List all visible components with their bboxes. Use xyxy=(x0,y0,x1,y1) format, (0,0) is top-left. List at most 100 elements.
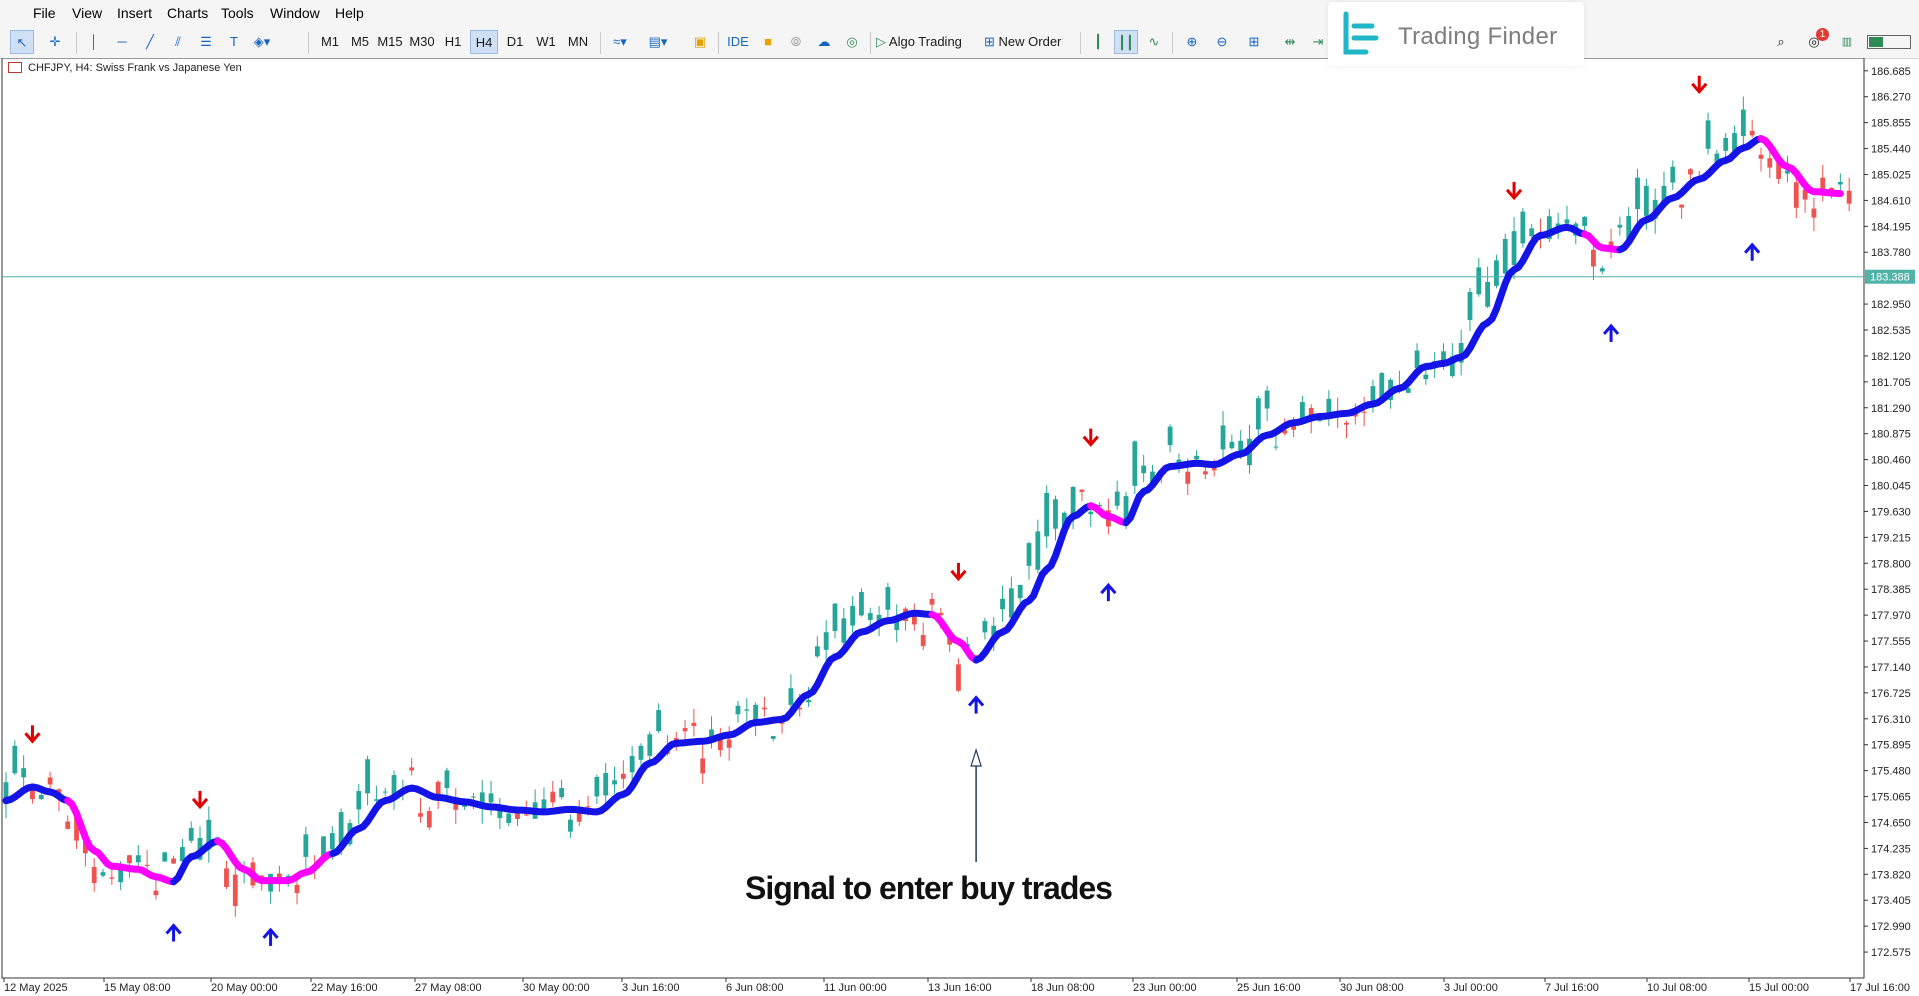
ide-button[interactable]: IDE xyxy=(727,34,749,49)
x-axis-label: 17 Jul 16:00 xyxy=(1850,982,1910,994)
candle-body xyxy=(744,709,750,711)
candle-body xyxy=(1485,281,1490,307)
buy-signal-arrow xyxy=(1100,582,1117,602)
price-chart[interactable]: 186.685 186.270 185.855 185.440 185.025 184.6… xyxy=(0,58,1919,996)
sell-signal-arrow xyxy=(1082,428,1099,447)
tf-m1[interactable]: M1 xyxy=(320,34,340,49)
candle-body xyxy=(541,799,547,811)
x-axis-label: 15 Jul 00:00 xyxy=(1749,982,1809,994)
line-chart-icon[interactable]: ∿ xyxy=(1148,34,1160,49)
candle-body xyxy=(1837,181,1843,185)
candle-body xyxy=(1511,231,1517,266)
y-axis-label: 186.685 xyxy=(1871,66,1911,78)
x-axis-label: 22 May 16:00 xyxy=(311,982,378,994)
candle-body xyxy=(1414,350,1420,369)
menu-tools[interactable]: Tools xyxy=(221,5,254,21)
channel-icon[interactable]: ⫽ xyxy=(175,34,181,49)
menu-file[interactable]: File xyxy=(33,5,56,21)
y-axis-label: 184.610 xyxy=(1871,195,1911,207)
signal-icon[interactable]: ⦾ xyxy=(790,34,802,49)
y-axis-label: 172.990 xyxy=(1871,921,1911,933)
lock-icon[interactable]: ■ xyxy=(764,34,772,49)
candle-body xyxy=(1449,356,1455,377)
trendline-icon[interactable]: ╱ xyxy=(146,34,154,49)
y-axis-label: 175.480 xyxy=(1871,766,1911,778)
tf-w1[interactable]: W1 xyxy=(536,34,556,49)
trend-line-down-segment xyxy=(1757,135,1844,197)
zoom-out-icon[interactable]: ⊖ xyxy=(1216,34,1228,49)
x-axis-label: 12 May 2025 xyxy=(4,982,68,994)
menu-help[interactable]: Help xyxy=(335,5,364,21)
candle-body xyxy=(1467,292,1473,320)
tf-h1[interactable]: H1 xyxy=(444,34,462,49)
vertical-line-icon[interactable]: │ xyxy=(89,34,99,49)
candle-body xyxy=(1053,499,1058,529)
trend-line-up-segment xyxy=(1122,223,1589,527)
shapes-icon[interactable]: ◈▾ xyxy=(253,34,271,49)
trend-line-up-segment xyxy=(328,609,936,858)
chart-area[interactable]: 186.685 186.270 185.855 185.440 185.025 184.6… xyxy=(0,58,1919,996)
candle-body xyxy=(1097,504,1102,507)
tf-m5[interactable]: M5 xyxy=(350,34,370,49)
chart-type-icon[interactable]: ≈▾ xyxy=(613,34,627,49)
candle-body xyxy=(1361,411,1367,413)
y-axis-label: 174.235 xyxy=(1871,843,1911,855)
play-icon: ▷ xyxy=(876,34,886,49)
new-order-button[interactable]: ⊞ New Order xyxy=(984,30,1074,54)
menu-view[interactable]: View xyxy=(72,5,103,21)
cloud-icon[interactable]: ☁ xyxy=(817,34,831,49)
x-axis-label: 25 Jun 16:00 xyxy=(1237,982,1301,994)
bar-chart-icon[interactable]: ┃ xyxy=(1094,34,1102,49)
tf-mn[interactable]: MN xyxy=(567,34,589,49)
x-axis-label: 13 Jun 16:00 xyxy=(928,982,992,994)
candle-body xyxy=(118,866,124,883)
buy-signal-arrow xyxy=(1744,242,1761,261)
candle-body xyxy=(1679,204,1685,208)
vps-icon[interactable]: ◎ xyxy=(846,34,858,49)
autoscroll-icon[interactable]: ⇹ xyxy=(1284,34,1296,49)
buy-signal-arrow xyxy=(1602,323,1620,342)
dollar-icon[interactable]: ▣ xyxy=(693,34,707,49)
menu-insert[interactable]: Insert xyxy=(117,5,153,21)
candle-body xyxy=(1379,373,1385,402)
y-axis-label: 172.575 xyxy=(1871,947,1911,959)
candle-body xyxy=(1714,153,1720,163)
tf-m30[interactable]: M30 xyxy=(409,34,435,49)
candle-body xyxy=(1785,170,1790,174)
cursor-icon[interactable]: ↖ xyxy=(10,30,34,54)
buy-signal-arrow xyxy=(262,927,279,946)
menu-charts[interactable]: Charts xyxy=(167,5,209,21)
indicators-icon[interactable]: ▤▾ xyxy=(648,34,668,49)
candle-body xyxy=(753,704,759,721)
candle-body xyxy=(1229,441,1235,449)
candle-body xyxy=(1061,512,1067,529)
sell-signal-arrow xyxy=(1505,181,1523,201)
chart-shift-icon[interactable]: ⇥ xyxy=(1312,34,1324,49)
notifications-button[interactable]: ◎ 1 xyxy=(1799,28,1829,54)
zoom-in-icon[interactable]: ⊕ xyxy=(1186,34,1198,49)
grid-icon[interactable]: ⊞ xyxy=(1248,34,1260,49)
algo-trading-button[interactable]: ▷ Algo Trading xyxy=(876,30,980,54)
crosshair-icon[interactable]: ✛ xyxy=(49,34,61,49)
text-icon[interactable]: T xyxy=(230,34,238,49)
y-axis-label: 178.385 xyxy=(1871,584,1911,596)
menu-window[interactable]: Window xyxy=(270,5,320,21)
tf-m15[interactable]: M15 xyxy=(377,34,403,49)
candle-body xyxy=(418,813,423,817)
candle-body xyxy=(321,836,326,862)
search-icon[interactable]: ⌕ xyxy=(1777,34,1785,49)
candle-body xyxy=(1264,390,1270,409)
candle-body xyxy=(497,809,503,819)
symbol-menu-icon[interactable] xyxy=(8,62,22,73)
candle-body xyxy=(638,745,644,760)
candle-body xyxy=(1688,169,1693,175)
fibonacci-icon[interactable]: ☰ xyxy=(200,34,212,49)
tf-h4[interactable]: H4 xyxy=(470,30,498,54)
horizontal-line-icon[interactable]: ─ xyxy=(117,34,127,49)
candle-body xyxy=(947,635,953,645)
y-axis-label: 177.970 xyxy=(1871,610,1911,622)
tf-d1[interactable]: D1 xyxy=(506,34,524,49)
trend-line-up-segment xyxy=(1616,135,1765,254)
candles-icon[interactable]: ┃┃ xyxy=(1114,30,1138,54)
y-axis-label: 180.045 xyxy=(1871,481,1911,493)
